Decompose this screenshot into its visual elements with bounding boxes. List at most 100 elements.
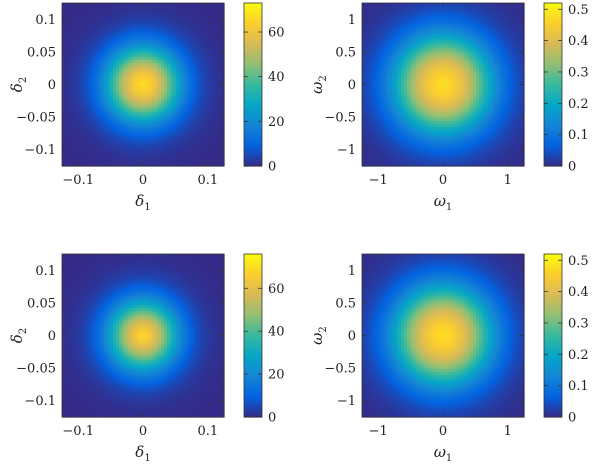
heatmap-cell: [494, 66, 498, 71]
heatmap-cell: [170, 126, 174, 131]
heatmap-cell: [449, 45, 453, 49]
heatmap-cell: [389, 81, 393, 86]
heatmap-cell: [131, 75, 135, 80]
heatmap-cell: [77, 6, 81, 10]
heatmap-cell: [173, 144, 177, 149]
heatmap-cell: [218, 147, 222, 152]
heatmap-cell: [116, 144, 120, 149]
heatmap-cell: [164, 6, 168, 10]
heatmap-cell: [194, 159, 198, 164]
heatmap-cell: [188, 135, 192, 140]
heatmap-cell: [194, 162, 198, 167]
heatmap-cell: [149, 30, 153, 34]
heatmap-cell: [125, 78, 129, 83]
heatmap-cell: [68, 90, 72, 95]
heatmap-cell: [71, 6, 75, 10]
heatmap-cell: [104, 126, 108, 131]
heatmap-cell: [95, 60, 99, 64]
heatmap-cell: [116, 135, 120, 140]
heatmap-cell: [74, 129, 78, 134]
heatmap-cell: [518, 15, 522, 19]
heatmap-cell: [500, 102, 504, 107]
colorbar-segment: [244, 120, 262, 124]
heatmap-cell: [503, 81, 507, 86]
heatmap-cell: [509, 102, 513, 107]
heatmap-cell: [149, 111, 153, 116]
heatmap-cell: [494, 21, 498, 25]
heatmap-cell: [197, 45, 201, 49]
heatmap-cell: [164, 117, 168, 122]
heatmap-cell: [149, 87, 153, 92]
heatmap-cell: [518, 57, 522, 61]
heatmap-cell: [383, 84, 387, 89]
heatmap-cell: [395, 39, 399, 43]
heatmap-cell: [425, 87, 429, 92]
heatmap-cell: [392, 81, 396, 86]
heatmap-cell: [152, 39, 156, 43]
heatmap-cell: [395, 51, 399, 55]
heatmap-cell: [62, 63, 66, 67]
heatmap-cell: [62, 93, 66, 98]
heatmap-cell: [119, 33, 123, 37]
heatmap-cell: [182, 108, 186, 113]
heatmap-cell: [410, 102, 414, 107]
heatmap-cell: [95, 102, 99, 107]
heatmap-cell: [431, 36, 435, 40]
heatmap-cell: [401, 48, 405, 52]
heatmap-cell: [74, 135, 78, 140]
heatmap-cell: [98, 144, 102, 149]
heatmap-cell: [389, 15, 393, 19]
heatmap-cell: [461, 42, 465, 46]
heatmap-cell: [101, 30, 105, 34]
heatmap-cell: [503, 3, 507, 7]
heatmap-cell: [74, 42, 78, 46]
heatmap-cell: [149, 27, 153, 31]
heatmap-cell: [512, 60, 516, 64]
heatmap-cell: [161, 6, 165, 10]
heatmap-cell: [80, 111, 84, 116]
heatmap-cell: [509, 18, 513, 22]
heatmap-cell: [167, 153, 171, 158]
heatmap-cell: [68, 153, 72, 158]
heatmap-cell: [176, 159, 180, 164]
heatmap-cell: [479, 24, 483, 28]
heatmap-cell: [506, 102, 510, 107]
heatmap-cell: [212, 27, 216, 31]
heatmap-cell: [179, 93, 183, 98]
heatmap-cell: [215, 138, 219, 143]
heatmap-cell: [83, 153, 87, 158]
heatmap-cell: [167, 45, 171, 49]
heatmap-cell: [461, 81, 465, 86]
heatmap-cell: [398, 75, 402, 80]
heatmap-cell: [146, 6, 150, 10]
heatmap-cell: [200, 69, 204, 74]
heatmap-cell: [89, 57, 93, 61]
heatmap-cell: [143, 33, 147, 37]
heatmap-cell: [179, 48, 183, 52]
heatmap-cell: [449, 33, 453, 37]
heatmap-cell: [455, 42, 459, 46]
heatmap-cell: [188, 45, 192, 49]
heatmap-cell: [173, 78, 177, 83]
heatmap-cell: [101, 162, 105, 167]
heatmap-cell: [371, 72, 375, 77]
heatmap-cell: [137, 72, 141, 77]
heatmap-cell: [119, 117, 123, 122]
heatmap-cell: [182, 153, 186, 158]
heatmap-cell: [476, 108, 480, 113]
heatmap-cell: [113, 114, 117, 119]
heatmap-cell: [182, 60, 186, 64]
heatmap-cell: [149, 132, 153, 137]
heatmap-cell: [221, 60, 225, 64]
heatmap-cell: [146, 126, 150, 131]
heatmap-cell: [80, 9, 84, 13]
heatmap-cell: [428, 30, 432, 34]
heatmap-cell: [149, 54, 153, 58]
heatmap-cell: [383, 42, 387, 46]
heatmap-cell: [89, 48, 93, 52]
heatmap-cell: [185, 144, 189, 149]
heatmap-cell: [506, 66, 510, 71]
heatmap-cell: [116, 48, 120, 52]
heatmap-cell: [440, 39, 444, 43]
heatmap-cell: [119, 144, 123, 149]
